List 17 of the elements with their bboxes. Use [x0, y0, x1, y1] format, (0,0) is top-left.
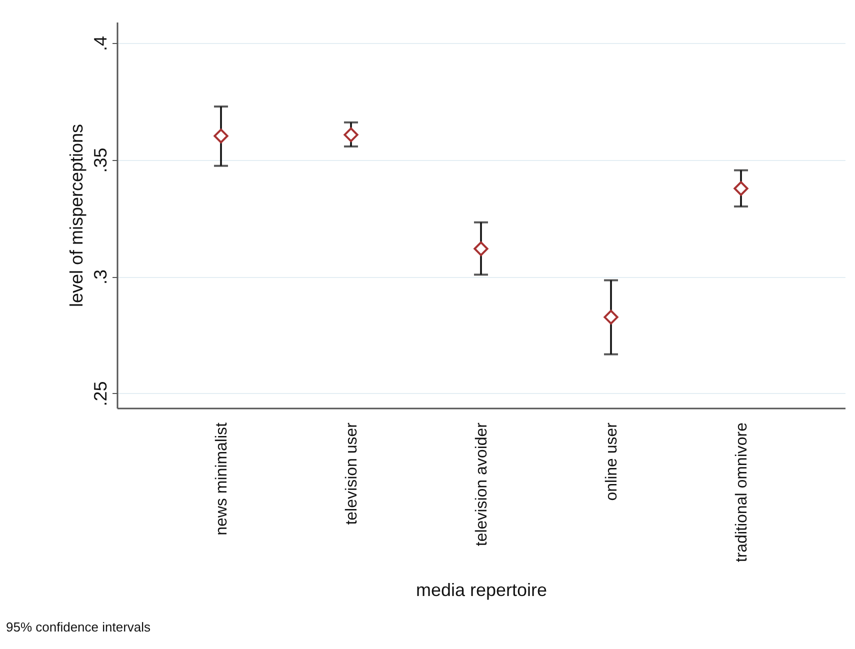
point [604, 310, 618, 324]
x-tick-label: online user [604, 422, 620, 501]
x-tick-label: news minimalist [214, 422, 230, 536]
y-tick-label: .4 [90, 36, 110, 52]
text: 95% confidence intervals [6, 620, 152, 635]
y-tick-label: .3 [90, 270, 110, 285]
point [214, 128, 228, 144]
x-tick-label: television avoider [474, 422, 490, 546]
point [474, 241, 488, 256]
y-tick-label: .25 [90, 381, 110, 406]
y-axis-title: level of misperceptions [66, 124, 86, 308]
x-axis-title: media repertoire [416, 580, 548, 600]
point [344, 127, 358, 142]
x-tick-label: traditional omnivore [734, 422, 750, 562]
y-tick-label: .35 [90, 148, 110, 173]
point [734, 181, 748, 196]
x-tick-label: television user [344, 422, 360, 525]
